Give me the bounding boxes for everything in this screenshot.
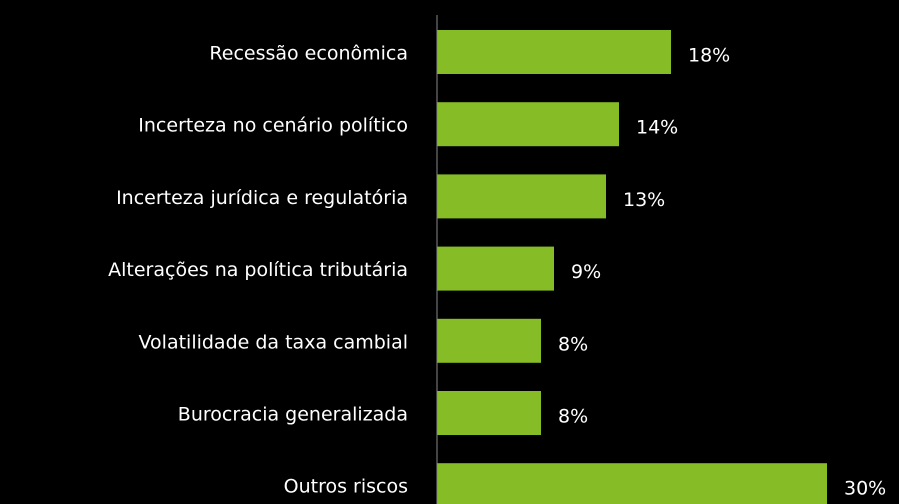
bar: [437, 30, 671, 74]
category-label: Recessão econômica: [209, 43, 408, 65]
bar: [437, 174, 606, 219]
category-label: Volatilidade da taxa cambial: [139, 331, 408, 353]
bar: [437, 391, 541, 435]
value-label: 18%: [688, 45, 730, 67]
category-label: Alterações na política tributária: [108, 259, 408, 281]
value-label: 14%: [636, 117, 678, 139]
category-label: Incerteza no cenário político: [138, 115, 408, 137]
value-label: 8%: [558, 333, 588, 355]
bar: [437, 318, 541, 363]
value-label: 30%: [844, 478, 886, 500]
bar: [437, 463, 827, 504]
category-label: Outros riscos: [284, 476, 408, 498]
value-label: 9%: [571, 261, 601, 283]
category-label: Incerteza jurídica e regulatória: [116, 187, 408, 209]
category-label: Burocracia generalizada: [178, 404, 408, 426]
bar: [437, 246, 554, 291]
value-label: 13%: [623, 189, 665, 211]
value-label: 8%: [558, 406, 588, 428]
bar: [437, 102, 619, 147]
